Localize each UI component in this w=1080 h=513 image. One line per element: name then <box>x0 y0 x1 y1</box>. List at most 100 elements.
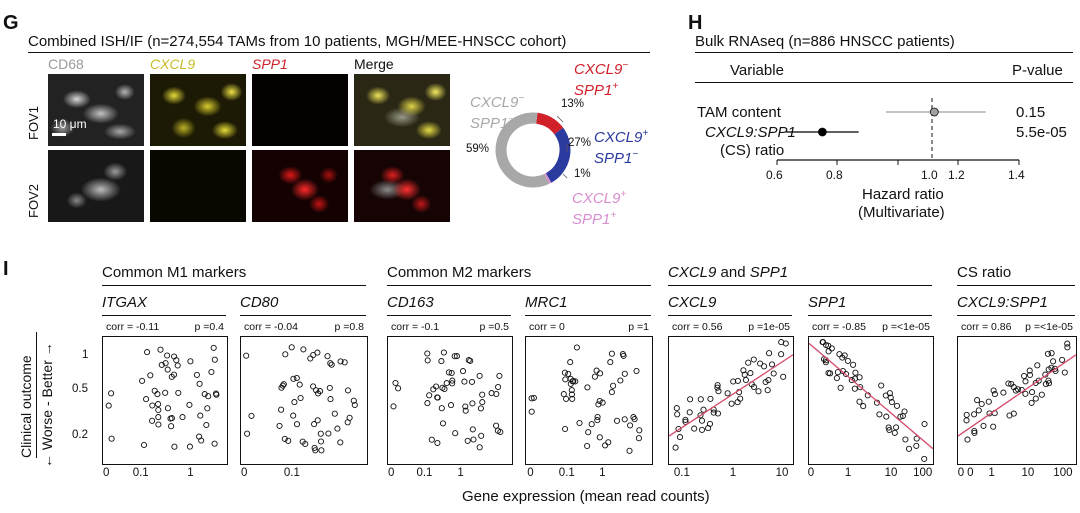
donut-chart <box>495 112 571 188</box>
scatter-point <box>971 429 978 436</box>
scatter-point <box>197 412 204 419</box>
scatter-point <box>770 370 777 377</box>
scatter-point <box>325 430 332 437</box>
gene-rule <box>240 315 366 316</box>
scatter-point <box>563 395 570 402</box>
row-label-fov2: FOV2 <box>26 184 41 218</box>
scatter-point <box>317 430 324 437</box>
scatter-point <box>636 427 643 434</box>
scatter-point <box>764 387 771 394</box>
donut-label-cxcl9neg-spp1neg: CXCL9− SPP1− <box>470 93 525 132</box>
scatter-point <box>1061 369 1068 376</box>
scatter-point <box>438 358 445 365</box>
x-tick-label: 0 <box>387 467 395 479</box>
x-tick-label: 1 <box>599 467 606 479</box>
scatter-point <box>449 377 456 384</box>
scatter-point <box>974 397 981 404</box>
scatter-point <box>921 420 928 428</box>
scatter-point <box>706 420 714 427</box>
scatter-point <box>276 422 283 429</box>
scatter-point <box>445 369 452 376</box>
scatter-point <box>147 372 154 379</box>
scatter-point <box>1064 340 1071 347</box>
x-tick-label: 0 <box>967 467 974 479</box>
scatter-point <box>281 435 288 442</box>
scatter-point <box>341 359 348 366</box>
scatter-point <box>196 380 203 387</box>
scatter-point <box>426 392 433 399</box>
scatter-point <box>278 406 285 413</box>
x-tick-label: 1 <box>187 467 194 479</box>
scatter-point <box>848 377 855 384</box>
scatter-point <box>1034 362 1041 369</box>
gene-title-mrc1: MRC1 <box>525 294 568 311</box>
scatter-point <box>608 389 615 396</box>
channel-label-spp1: SPP1 <box>252 56 288 72</box>
scatter-point <box>297 394 304 402</box>
y-tick-0.2: 0.2 <box>72 429 88 441</box>
scatter-point <box>278 384 285 391</box>
scatter-point <box>715 388 722 395</box>
scatter-point <box>593 367 600 374</box>
scatter-point <box>174 362 181 369</box>
scatter-point <box>149 417 156 424</box>
scatter-point <box>588 421 595 428</box>
forest-ticklabel-1.2: 1.2 <box>948 168 965 182</box>
scatter-point <box>213 391 220 398</box>
scatter-point <box>633 367 640 375</box>
x-tick-label: 10 <box>1021 467 1035 479</box>
scatter-point <box>310 383 317 390</box>
forest-ticklabel-0.8: 0.8 <box>826 168 843 182</box>
regression-line <box>668 354 794 437</box>
scatter-point <box>313 387 320 394</box>
scatter-point <box>714 410 722 417</box>
scatter-point <box>686 409 693 416</box>
scatter-point <box>528 395 535 402</box>
scatter-point <box>204 405 211 412</box>
panel-g-title: Combined ISH/IF (n=274,554 TAMs from 10 … <box>28 33 567 50</box>
panel-h-header-rule <box>695 82 1073 83</box>
scatter-point <box>963 417 970 424</box>
scatter-point <box>434 439 441 447</box>
scatter-point <box>569 378 576 385</box>
scatter-point <box>627 422 634 429</box>
scatter-point <box>290 412 297 419</box>
scatter-point <box>210 344 217 351</box>
gene-title-cd80: CD80 <box>240 294 279 311</box>
scatter-plot-itgax <box>102 336 228 465</box>
scatter-point <box>497 428 504 436</box>
scatter-point <box>893 424 900 431</box>
group-rule-cs <box>957 285 1075 286</box>
scatter-point <box>328 361 335 368</box>
scatter-point <box>1010 410 1017 417</box>
scatter-point <box>175 389 182 396</box>
gene-rule <box>102 315 226 316</box>
scatter-point <box>682 418 689 425</box>
col-header-variable: Variable <box>730 62 784 79</box>
donut-pct-1: 1% <box>574 168 591 180</box>
scatter-point <box>878 382 885 389</box>
scatter-point <box>300 346 307 353</box>
scatter-plot-cd80 <box>240 336 368 465</box>
scalebar-label: 10 μm <box>53 117 87 131</box>
gene-rule <box>668 315 792 316</box>
scatter-plot-spp1 <box>808 336 934 465</box>
scatter-point <box>742 376 749 384</box>
scatter-point <box>608 350 615 357</box>
scatter-point <box>171 443 178 450</box>
h-row-tam-label: TAM content <box>697 104 781 121</box>
scatter-point <box>757 360 764 367</box>
pvalue-label: p =0.5 <box>479 321 510 333</box>
scatter-point <box>317 438 325 445</box>
scatter-point <box>828 345 835 352</box>
group-title-part-spp1: SPP1 <box>749 264 789 281</box>
scatter-point <box>461 378 468 385</box>
panel-h-title: Bulk RNAseq (n=886 HNSCC patients) <box>695 33 955 50</box>
scatter-point <box>162 389 169 396</box>
scatter-point <box>573 344 580 351</box>
scatter-point <box>140 441 148 449</box>
scatter-point <box>887 394 894 401</box>
scatter-point <box>714 384 721 391</box>
scatter-point <box>462 407 469 414</box>
col-header-pvalue: P-value <box>1012 62 1063 79</box>
